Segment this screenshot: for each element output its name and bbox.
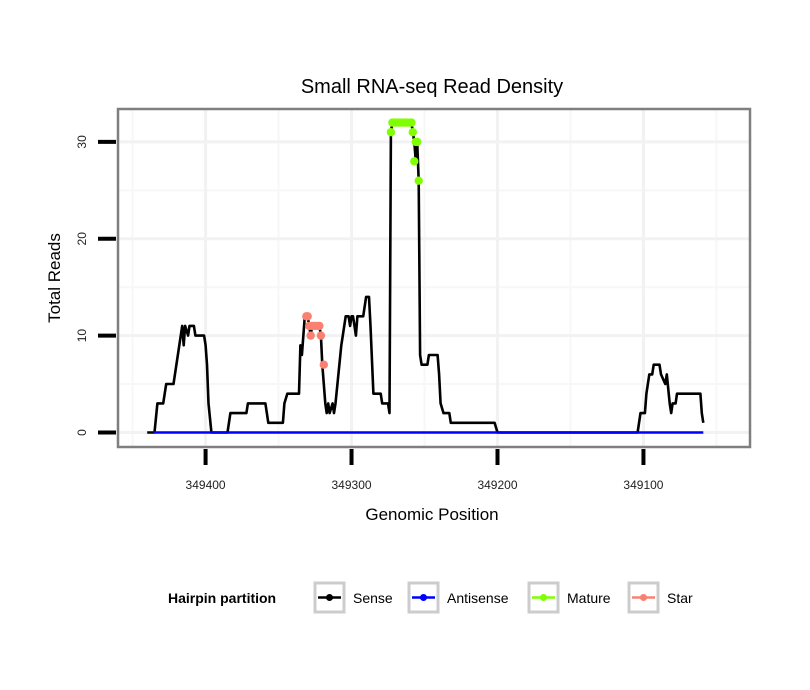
legend-key-point	[540, 594, 547, 601]
legend: Hairpin partition Sense Antisense Mature St…	[168, 581, 693, 614]
data-point-star	[306, 331, 315, 340]
legend-key-point	[420, 594, 427, 601]
data-point-mature	[413, 137, 422, 147]
legend-title: Hairpin partition	[168, 590, 276, 606]
data-point-mature	[407, 118, 416, 127]
data-point-star	[319, 360, 328, 369]
x-axis: 349400 349300 349200 349100	[186, 449, 664, 492]
data-point-mature	[408, 128, 417, 137]
legend-label: Star	[667, 590, 693, 606]
series-line-sense	[147, 121, 705, 434]
x-tick-label: 349400	[186, 478, 226, 492]
x-tick-label: 349200	[477, 478, 517, 492]
legend-items: Sense Antisense Mature Star	[313, 581, 693, 614]
data-point-star	[316, 331, 326, 340]
legend-key-point	[640, 594, 647, 601]
y-tick-label: 30	[75, 135, 89, 149]
x-tick-label: 349100	[623, 478, 663, 492]
data-point-mature	[414, 176, 423, 185]
data-point-mature	[410, 157, 419, 166]
x-tick-label: 349300	[332, 478, 372, 492]
data-point-mature	[386, 128, 396, 137]
series-points	[302, 118, 423, 369]
data-point-star	[315, 321, 324, 331]
legend-label: Mature	[567, 590, 611, 606]
series-lines	[147, 121, 705, 434]
y-axis-title: Total Reads	[45, 233, 64, 323]
plot-panel	[116, 107, 752, 449]
legend-item-sense: Sense	[313, 581, 393, 614]
legend-item-mature: Mature	[527, 581, 611, 614]
legend-key-point	[326, 594, 333, 601]
legend-item-star: Star	[627, 581, 693, 614]
plot-border	[116, 107, 752, 449]
y-tick-label: 10	[75, 329, 89, 343]
y-tick-label: 20	[75, 232, 89, 246]
legend-label: Antisense	[447, 590, 509, 606]
legend-label: Sense	[353, 590, 393, 606]
y-tick-label: 0	[75, 429, 89, 436]
y-axis: 0 10 20 30	[75, 135, 116, 436]
plot-background	[118, 109, 750, 447]
data-point-star	[303, 312, 312, 321]
legend-item-antisense: Antisense	[407, 581, 509, 614]
chart-title: Small RNA-seq Read Density	[301, 76, 563, 98]
x-axis-title: Genomic Position	[365, 505, 498, 524]
